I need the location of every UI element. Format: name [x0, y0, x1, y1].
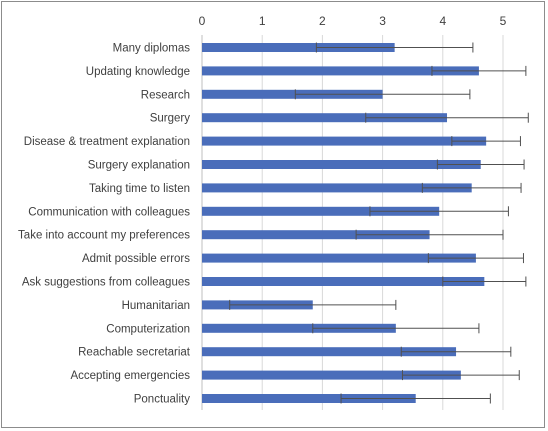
bar — [202, 394, 416, 403]
category-label: Surgery explanation — [88, 160, 190, 172]
category-label: Accepting emergencies — [70, 370, 190, 382]
x-tick-label: 1 — [259, 14, 266, 28]
bar — [202, 253, 476, 263]
category-label: Take into account my preferences — [18, 230, 190, 242]
category-labels: Many diplomas Updating knowledge Research S… — [18, 43, 191, 406]
x-tick-label: 5 — [500, 14, 507, 28]
x-tick-label: 4 — [439, 14, 446, 28]
x-tick-label: 3 — [379, 14, 386, 28]
x-axis-ticks: 0 1 2 3 4 5 — [199, 14, 507, 28]
category-label: Communication with colleagues — [28, 206, 190, 218]
bar — [202, 206, 440, 216]
category-label: Many diplomas — [113, 43, 191, 55]
bar — [202, 43, 395, 52]
category-label: Disease & treatment explanation — [24, 136, 190, 148]
category-label: Admit possible errors — [82, 253, 190, 265]
category-label: Research — [141, 89, 190, 101]
bar — [202, 183, 472, 193]
bar — [202, 277, 485, 286]
bar — [202, 347, 457, 357]
bar — [202, 113, 448, 123]
bar — [202, 89, 383, 99]
bar — [202, 230, 430, 240]
category-label: Computerization — [106, 323, 190, 335]
category-label: Reachable secretariat — [78, 347, 191, 359]
bar — [202, 160, 481, 169]
category-label: Humanitarian — [122, 300, 190, 312]
category-label: Updating knowledge — [86, 66, 190, 78]
category-label: Surgery — [150, 113, 191, 125]
bar — [202, 323, 396, 333]
x-tick-label: 0 — [199, 14, 206, 28]
error-bars — [229, 42, 529, 404]
category-label: Taking time to listen — [89, 183, 190, 195]
bars — [202, 43, 487, 403]
bar — [202, 136, 487, 146]
bar — [202, 370, 461, 380]
category-label: Ask suggestions from colleagues — [22, 277, 190, 289]
category-label: Ponctuality — [134, 394, 191, 406]
bar — [202, 66, 479, 76]
x-tick-label: 2 — [319, 14, 326, 28]
